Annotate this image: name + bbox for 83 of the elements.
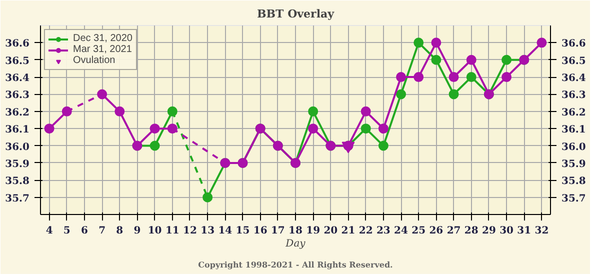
x-tick-label: 17 <box>270 226 285 236</box>
y-tick-label: 36.0 <box>5 142 30 153</box>
legend-label: Mar 31, 2021 <box>73 44 132 55</box>
x-tick-label: 6 <box>80 226 88 236</box>
point <box>414 38 424 48</box>
y2-tick-label: 35.9 <box>562 158 586 170</box>
y-tick-label: 35.9 <box>5 158 30 170</box>
point <box>378 140 388 151</box>
y2-tick-label: 36.6 <box>562 38 586 50</box>
y-tick-label: 36.2 <box>5 107 30 118</box>
x-tick-label: 9 <box>134 226 141 236</box>
point <box>202 192 213 202</box>
x-tick-label: 14 <box>218 226 232 236</box>
x-tick-label: 10 <box>148 226 162 236</box>
x-tick-label: 4 <box>46 226 53 236</box>
point <box>360 106 371 116</box>
point <box>44 124 54 134</box>
y2-tick-label: 36.1 <box>562 124 586 136</box>
point <box>502 54 512 65</box>
point <box>378 124 388 134</box>
point <box>431 38 442 48</box>
y-tick-label: 36.5 <box>5 56 30 67</box>
y2-tick-label: 36.0 <box>562 142 586 153</box>
x-axis-title: Day <box>284 238 306 250</box>
x-tick-label: 24 <box>394 226 408 236</box>
x-tick-label: 13 <box>200 226 215 236</box>
x-tick-label: 21 <box>341 226 356 236</box>
x-tick-label: 25 <box>412 226 426 236</box>
point <box>114 106 125 116</box>
point <box>431 54 442 65</box>
x-tick-label: 31 <box>517 226 532 236</box>
x-tick-label: 19 <box>306 226 320 236</box>
point <box>167 106 178 116</box>
x-tick-label: 23 <box>376 226 390 236</box>
point <box>466 54 476 65</box>
point <box>414 72 424 82</box>
x-tick-label: 15 <box>236 226 250 236</box>
y2-tick-label: 36.2 <box>562 107 586 118</box>
point <box>150 124 160 134</box>
x-tick-label: 27 <box>446 226 461 236</box>
x-tick-label: 32 <box>534 226 549 236</box>
x-tick-label: 18 <box>288 226 302 236</box>
point <box>448 89 459 100</box>
point <box>97 89 108 100</box>
y-tick-label: 36.4 <box>5 73 30 84</box>
x-tick-label: 11 <box>165 226 180 236</box>
chart-title: BBT Overlay <box>256 8 335 20</box>
x-tick-label: 22 <box>358 226 373 236</box>
point <box>150 140 160 151</box>
point <box>448 72 459 82</box>
point <box>502 72 512 82</box>
legend-label: Dec 31, 2020 <box>73 33 132 44</box>
x-tick-label: 26 <box>429 226 444 236</box>
x-tick-label: 7 <box>98 226 106 236</box>
point <box>308 106 318 116</box>
y2-tick-label: 36.5 <box>562 56 586 67</box>
y-tick-label: 36.6 <box>5 38 30 50</box>
y-tick-label: 36.1 <box>5 124 30 136</box>
y2-tick-label: 36.3 <box>562 90 586 102</box>
point <box>308 124 318 134</box>
point <box>396 72 406 82</box>
x-tick-label: 8 <box>116 226 124 236</box>
y2-tick-label: 35.7 <box>562 193 586 204</box>
point <box>536 38 547 48</box>
y2-tick-label: 36.4 <box>562 73 586 84</box>
point <box>62 106 72 116</box>
point <box>360 124 371 134</box>
x-tick-label: 20 <box>324 226 338 236</box>
point <box>167 124 178 134</box>
y2-tick-label: 35.8 <box>562 176 586 188</box>
y-tick-label: 35.7 <box>5 193 30 204</box>
x-tick-label: 30 <box>500 226 514 236</box>
legend-label: Ovulation <box>73 55 116 66</box>
point <box>396 89 406 100</box>
x-tick-label: 28 <box>464 226 478 236</box>
x-tick-label: 12 <box>183 226 197 236</box>
point <box>466 72 476 82</box>
y-tick-label: 35.8 <box>5 176 30 188</box>
x-tick-label: 29 <box>482 226 496 236</box>
text: Copyright 1998-2021 - All Rights Reserved. <box>198 260 394 270</box>
y-tick-label: 36.3 <box>5 90 30 102</box>
x-tick-label: 16 <box>253 226 268 236</box>
x-tick-label: 5 <box>63 226 70 236</box>
